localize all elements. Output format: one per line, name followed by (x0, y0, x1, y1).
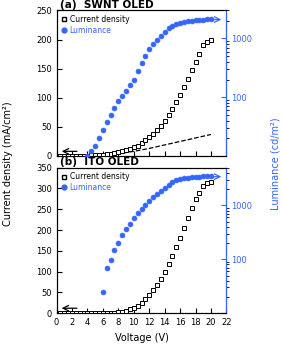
Legend: Current density, Luminance: Current density, Luminance (58, 169, 132, 195)
Legend: Current density, Luminance: Current density, Luminance (58, 12, 132, 38)
Text: Luminance (cd/m²): Luminance (cd/m²) (270, 117, 280, 210)
Text: (b)  ITO OLED: (b) ITO OLED (60, 157, 139, 167)
Text: Current density (mA/cm²): Current density (mA/cm²) (3, 101, 13, 226)
X-axis label: Voltage (V): Voltage (V) (115, 333, 168, 343)
Text: (a)  SWNT OLED: (a) SWNT OLED (60, 0, 154, 10)
